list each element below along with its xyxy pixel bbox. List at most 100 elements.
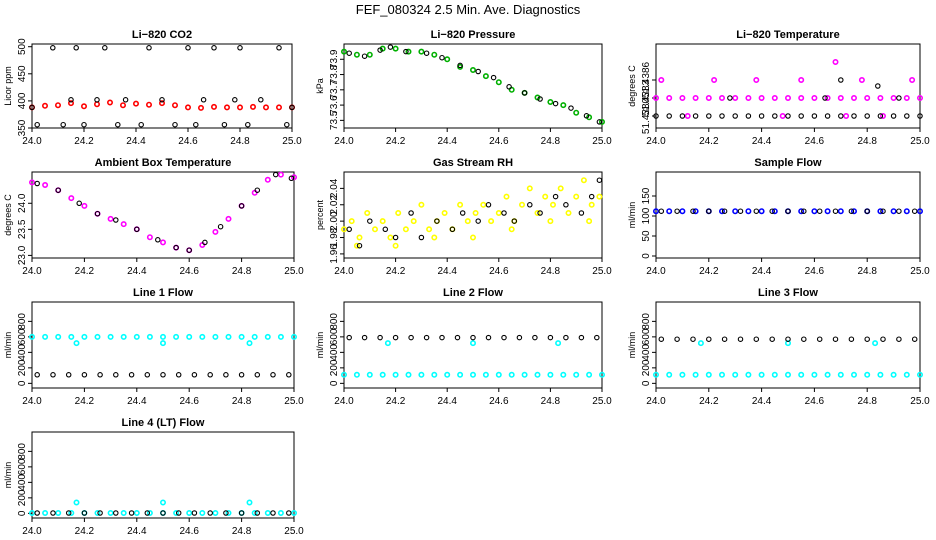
x-tick-label: 24.4 (437, 266, 457, 277)
data-point (418, 371, 425, 378)
data-point (120, 221, 127, 228)
x-tick-label: 24.0 (646, 266, 666, 277)
panel-line3: Line 3 Flow 24.0 24.2 24.4 24.6 24.8 25.0 0 2004… (627, 287, 930, 407)
y-tick-label: 73.5 (329, 110, 340, 130)
data-point (798, 113, 804, 119)
y-tick-label: 0 (329, 380, 340, 386)
y-tick-label: 51.4386 (641, 61, 652, 98)
y-tick-label: 73.8 (329, 64, 340, 84)
series-1 (658, 208, 918, 214)
data-point (890, 95, 897, 102)
data-point (408, 334, 414, 341)
data-point (469, 371, 476, 378)
x-tick-label: 24.8 (232, 396, 252, 407)
plot-frame (343, 171, 603, 259)
data-point (864, 336, 870, 342)
data-point (73, 45, 79, 51)
data-point (880, 208, 886, 214)
data-point (679, 95, 686, 102)
data-point (679, 371, 686, 378)
data-point (431, 371, 438, 378)
data-point (482, 371, 489, 378)
data-point (441, 210, 448, 217)
data-point (534, 371, 541, 378)
y-axis-label: Licor ppm (3, 66, 13, 106)
data-point (718, 95, 725, 102)
data-point (532, 334, 538, 341)
data-point (353, 51, 360, 58)
data-point (50, 510, 56, 516)
data-point (784, 371, 791, 378)
data-point (423, 50, 430, 56)
data-point (418, 201, 425, 208)
x-tick-label: 24.6 (805, 266, 825, 277)
data-point (367, 218, 373, 224)
x-tick-label: 25.0 (592, 266, 612, 277)
y-tick-label: 800 (641, 313, 652, 330)
data-point (107, 509, 114, 516)
data-point (211, 103, 218, 110)
panel-title: Li−820 Temperature (736, 29, 839, 41)
x-tick-label: 24.8 (857, 266, 877, 277)
data-point (366, 51, 373, 58)
data-point (737, 208, 744, 214)
data-point (146, 234, 153, 241)
data-point (501, 334, 507, 341)
data-point (146, 509, 153, 516)
panel-title: Line 4 (LT) Flow (122, 417, 205, 429)
data-point (97, 372, 103, 378)
data-point (896, 208, 902, 214)
y-tick-label: 600 (329, 328, 340, 345)
data-point (721, 336, 728, 342)
series-1 (346, 44, 603, 125)
data-point (94, 97, 100, 103)
data-point (264, 333, 271, 340)
data-point (42, 182, 49, 189)
data-point (521, 90, 528, 96)
data-point (408, 210, 414, 216)
data-point (238, 372, 245, 378)
data-point (238, 333, 245, 340)
data-point (480, 201, 487, 208)
data-point (160, 372, 166, 378)
data-point (718, 208, 725, 215)
data-point (864, 371, 871, 378)
plot-frame (343, 43, 603, 129)
data-point (207, 372, 213, 378)
data-point (534, 210, 541, 217)
series-1 (29, 45, 295, 128)
y-tick-label: 400 (17, 344, 28, 361)
series-0 (652, 340, 923, 378)
data-point (822, 95, 828, 101)
y-axis-label: kPa (315, 78, 325, 94)
data-point (838, 113, 844, 119)
data-point (439, 54, 445, 61)
x-tick-label: 24.8 (232, 526, 252, 537)
data-point (353, 242, 360, 249)
data-point (824, 113, 831, 119)
data-point (262, 104, 269, 111)
y-tick-label: 23.0 (17, 245, 28, 265)
x-tick-label: 24.0 (22, 136, 42, 147)
data-point (785, 208, 791, 214)
data-point (146, 45, 152, 51)
data-point (251, 509, 258, 516)
panel-pressure: Li−820 Pressure 24.0 24.2 24.4 24.6 24.8 25.0 7… (315, 29, 612, 147)
data-point (459, 210, 466, 216)
x-tick-label: 24.0 (646, 136, 666, 147)
data-point (769, 208, 775, 214)
x-tick-label: 24.0 (22, 266, 42, 277)
data-point (232, 97, 238, 103)
data-point (560, 102, 567, 109)
y-tick-label: 51.4383 (641, 79, 652, 116)
data-point (423, 334, 430, 341)
data-point (410, 218, 417, 225)
y-tick-label: 200 (641, 359, 652, 376)
data-point (690, 336, 696, 342)
data-point (55, 187, 61, 193)
data-point (264, 176, 271, 183)
data-point (258, 97, 264, 103)
y-tick-label: 0 (641, 380, 652, 386)
data-point (212, 509, 219, 516)
x-tick-label: 24.6 (805, 136, 825, 147)
